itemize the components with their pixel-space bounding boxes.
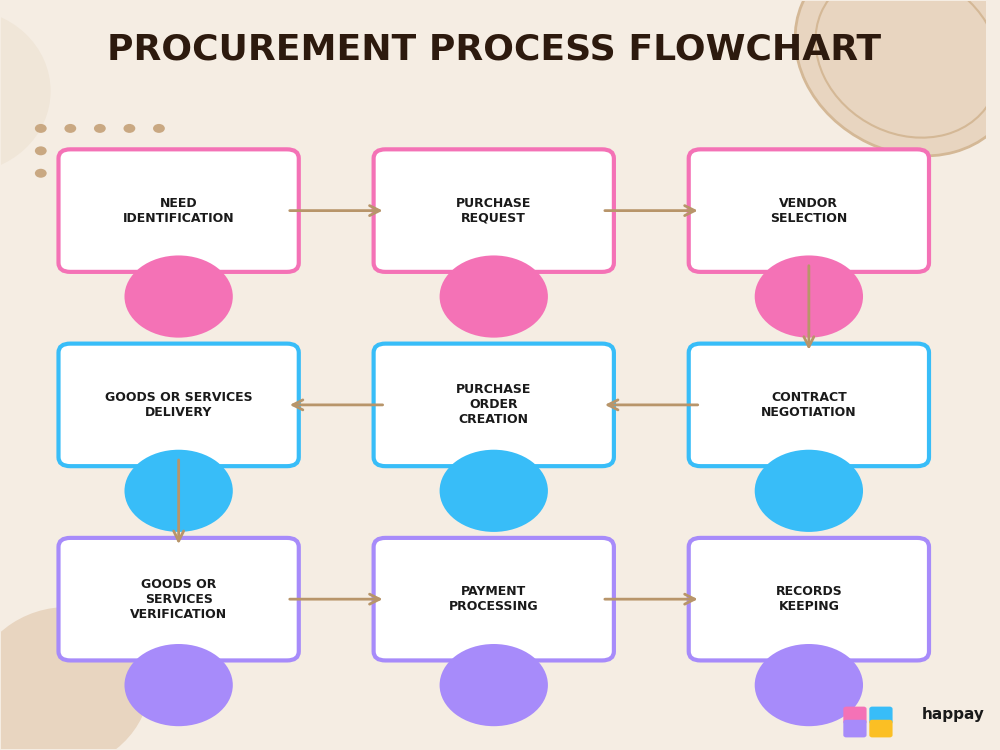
Circle shape (124, 256, 233, 338)
FancyBboxPatch shape (374, 149, 614, 272)
Circle shape (35, 146, 47, 155)
Circle shape (440, 450, 548, 532)
FancyBboxPatch shape (689, 149, 929, 272)
Circle shape (755, 450, 863, 532)
FancyBboxPatch shape (374, 344, 614, 466)
FancyBboxPatch shape (59, 344, 299, 466)
Text: VENDOR
SELECTION: VENDOR SELECTION (770, 196, 847, 224)
Circle shape (64, 124, 76, 133)
FancyBboxPatch shape (869, 706, 893, 724)
Text: PURCHASE
REQUEST: PURCHASE REQUEST (456, 196, 531, 224)
Circle shape (124, 450, 233, 532)
FancyBboxPatch shape (59, 538, 299, 661)
FancyBboxPatch shape (869, 720, 893, 737)
Circle shape (153, 124, 165, 133)
Ellipse shape (0, 9, 51, 173)
Circle shape (94, 124, 106, 133)
Circle shape (755, 644, 863, 726)
Ellipse shape (795, 0, 1000, 156)
FancyBboxPatch shape (59, 149, 299, 272)
Text: PURCHASE
ORDER
CREATION: PURCHASE ORDER CREATION (456, 383, 531, 427)
FancyBboxPatch shape (374, 538, 614, 661)
FancyBboxPatch shape (843, 720, 867, 737)
Circle shape (35, 169, 47, 178)
Circle shape (755, 256, 863, 338)
Circle shape (440, 256, 548, 338)
Circle shape (35, 124, 47, 133)
Text: happay: happay (922, 707, 985, 722)
Text: GOODS OR SERVICES
DELIVERY: GOODS OR SERVICES DELIVERY (105, 391, 252, 419)
Text: GOODS OR
SERVICES
VERIFICATION: GOODS OR SERVICES VERIFICATION (130, 578, 227, 621)
FancyBboxPatch shape (843, 706, 867, 724)
FancyBboxPatch shape (689, 344, 929, 466)
Circle shape (123, 124, 135, 133)
Text: RECORDS
KEEPING: RECORDS KEEPING (775, 585, 842, 614)
Text: PROCUREMENT PROCESS FLOWCHART: PROCUREMENT PROCESS FLOWCHART (107, 33, 881, 67)
Ellipse shape (0, 607, 150, 750)
Circle shape (124, 644, 233, 726)
Circle shape (440, 644, 548, 726)
Text: CONTRACT
NEGOTIATION: CONTRACT NEGOTIATION (761, 391, 857, 419)
FancyBboxPatch shape (689, 538, 929, 661)
Text: PAYMENT
PROCESSING: PAYMENT PROCESSING (449, 585, 539, 614)
Text: NEED
IDENTIFICATION: NEED IDENTIFICATION (123, 196, 234, 224)
